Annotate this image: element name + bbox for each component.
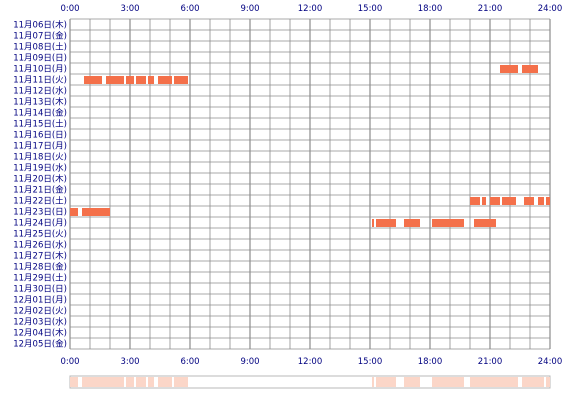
activity-segment	[82, 208, 110, 216]
activity-segment	[136, 76, 146, 84]
row-date-label: 11月24日(月)	[13, 219, 67, 229]
summary-segment	[70, 377, 78, 387]
row-date-label: 11月06日(木)	[13, 20, 67, 31]
summary-segment	[158, 377, 172, 387]
activity-segment	[84, 76, 102, 84]
x-tick-label-top: 15:00	[358, 4, 383, 14]
row-date-label: 11月19日(水)	[13, 163, 67, 174]
summary-segment	[502, 377, 516, 387]
activity-segment	[432, 219, 464, 227]
activity-segment	[522, 65, 538, 73]
x-tick-label-top: 3:00	[120, 4, 139, 14]
x-tick-label-bottom: 9:00	[240, 357, 259, 367]
summary-segment	[174, 377, 188, 387]
activity-segment	[174, 76, 188, 84]
activity-segment	[502, 197, 516, 205]
row-date-label: 12月05日(金)	[13, 339, 67, 350]
row-date-label: 11月20日(木)	[13, 174, 67, 185]
summary-segment	[126, 377, 134, 387]
summary-segment	[432, 377, 464, 387]
summary-segment	[136, 377, 146, 387]
summary-segment	[404, 377, 420, 387]
row-date-label: 11月13日(木)	[13, 97, 67, 108]
row-date-label: 11月25日(火)	[13, 230, 67, 240]
date-row-labels: 11月06日(木)11月07日(金)11月08日(土)11月09日(日)11月1…	[13, 20, 67, 350]
x-tick-label-bottom: 12:00	[298, 357, 323, 367]
activity-segment	[106, 76, 124, 84]
x-tick-label-top: 24:00	[538, 4, 563, 14]
summary-segment	[538, 377, 544, 387]
x-tick-label-top: 18:00	[418, 4, 443, 14]
row-date-label: 11月12日(水)	[13, 86, 67, 97]
summary-segment	[376, 377, 396, 387]
x-tick-label-top: 9:00	[240, 4, 259, 14]
activity-segment	[490, 197, 500, 205]
summary-strip	[69, 375, 551, 389]
row-date-label: 11月23日(日)	[13, 208, 67, 218]
row-date-label: 12月01日(月)	[13, 296, 67, 306]
x-tick-label-bottom: 18:00	[418, 357, 443, 367]
x-tick-label-top: 21:00	[478, 4, 503, 14]
row-date-label: 11月27日(木)	[13, 251, 67, 262]
activity-segment	[404, 219, 420, 227]
x-tick-label-top: 12:00	[298, 4, 323, 14]
summary-segment	[546, 377, 550, 387]
summary-segment	[148, 377, 154, 387]
activity-segment	[470, 197, 480, 205]
row-date-label: 12月03日(水)	[13, 317, 67, 328]
activity-segment	[372, 219, 374, 227]
row-date-label: 11月09日(日)	[13, 54, 67, 64]
summary-segment	[524, 377, 534, 387]
summary-segment	[474, 377, 496, 387]
summary-segment	[106, 377, 124, 387]
x-tick-label-bottom: 6:00	[180, 357, 199, 367]
x-tick-label-bottom: 15:00	[358, 357, 383, 367]
row-date-label: 11月21日(金)	[13, 185, 67, 196]
x-tick-label-bottom: 24:00	[538, 357, 563, 367]
activity-segment	[482, 197, 486, 205]
row-date-label: 11月16日(日)	[13, 131, 67, 141]
activity-segment	[376, 219, 396, 227]
grid-layer	[69, 18, 551, 350]
row-date-label: 11月11日(火)	[13, 76, 67, 86]
x-tick-label-top: 6:00	[180, 4, 199, 14]
activity-segment	[524, 197, 534, 205]
row-date-label: 11月15日(土)	[13, 119, 67, 130]
activity-segment	[500, 65, 518, 73]
hour-axis-labels: 0:00 0:00 3:00 3:00 6:00 6:00 9:00 9:00 12:00 12:…	[60, 4, 562, 367]
activity-segment	[538, 197, 544, 205]
activity-segment	[70, 208, 78, 216]
activity-segments	[70, 65, 550, 227]
x-tick-label-top: 0:00	[60, 4, 79, 14]
row-date-label: 11月10日(月)	[13, 65, 67, 75]
activity-segment	[126, 76, 134, 84]
row-date-label: 11月26日(水)	[13, 240, 67, 251]
x-tick-label-bottom: 21:00	[478, 357, 503, 367]
activity-segment	[546, 197, 550, 205]
row-date-label: 11月07日(金)	[13, 31, 67, 42]
row-date-label: 11月08日(土)	[13, 42, 67, 53]
row-date-label: 12月04日(木)	[13, 328, 67, 339]
activity-segment	[474, 219, 496, 227]
row-date-label: 11月18日(火)	[13, 153, 67, 163]
summary-segment	[372, 377, 374, 387]
row-date-label: 11月22日(土)	[13, 196, 67, 207]
row-date-label: 11月29日(土)	[13, 273, 67, 284]
row-date-label: 11月30日(日)	[13, 285, 67, 295]
row-date-label: 12月02日(火)	[13, 307, 67, 317]
x-tick-label-bottom: 0:00	[60, 357, 79, 367]
row-date-label: 11月28日(金)	[13, 262, 67, 273]
row-date-label: 11月17日(月)	[13, 142, 67, 152]
row-date-label: 11月14日(金)	[13, 108, 67, 119]
x-tick-label-bottom: 3:00	[120, 357, 139, 367]
activity-segment	[158, 76, 172, 84]
activity-segment	[148, 76, 154, 84]
summary-segment	[82, 377, 110, 387]
